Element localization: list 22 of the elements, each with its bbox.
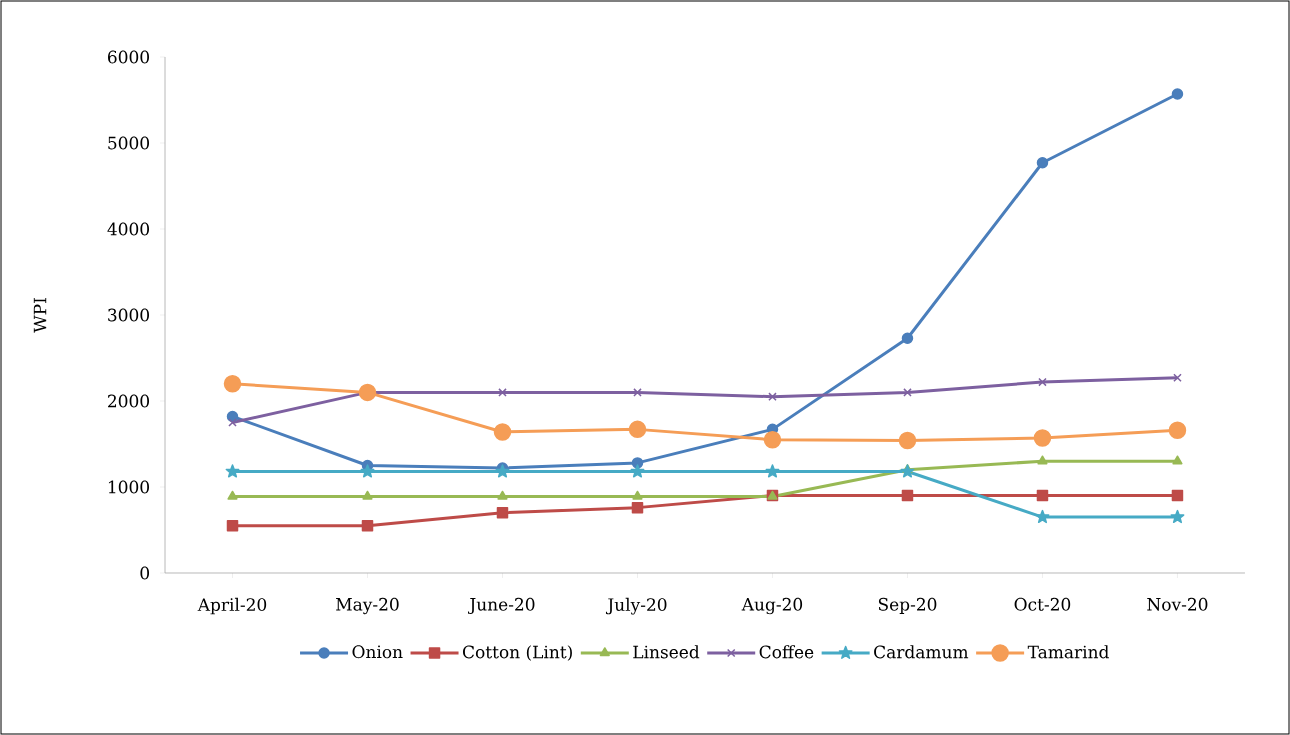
y-tick-label: 6000 — [108, 50, 150, 64]
y-tick-label: 0 — [140, 566, 150, 580]
legend-label: Cotton (Lint) — [463, 645, 572, 661]
legend-label: Cardamum — [874, 645, 969, 659]
y-tick-label: 4000 — [107, 222, 150, 236]
x-tick-label: April-20 — [197, 597, 267, 615]
y-tick-label: 2000 — [108, 394, 150, 408]
legend-label: Onion — [352, 645, 403, 659]
x-tick-label: Sep-20 — [878, 597, 937, 614]
x-tick-label: June-20 — [467, 597, 535, 614]
x-tick-label: July-20 — [605, 597, 667, 615]
x-tick-label: Aug-20 — [741, 597, 803, 615]
x-tick-label: May-20 — [336, 597, 399, 615]
y-tick-label: 1000 — [108, 480, 150, 494]
x-tick-label: Nov-20 — [1147, 597, 1208, 611]
y-tick-label: 3000 — [108, 308, 150, 322]
x-tick-label: Oct-20 — [1014, 597, 1071, 611]
legend-label: Linseed — [633, 645, 700, 659]
y-tick-label: 5000 — [108, 136, 150, 150]
legend-label: Coffee — [759, 645, 814, 659]
legend-label: Tamarind — [1027, 645, 1109, 659]
y-axis-title: WPI — [33, 298, 47, 333]
